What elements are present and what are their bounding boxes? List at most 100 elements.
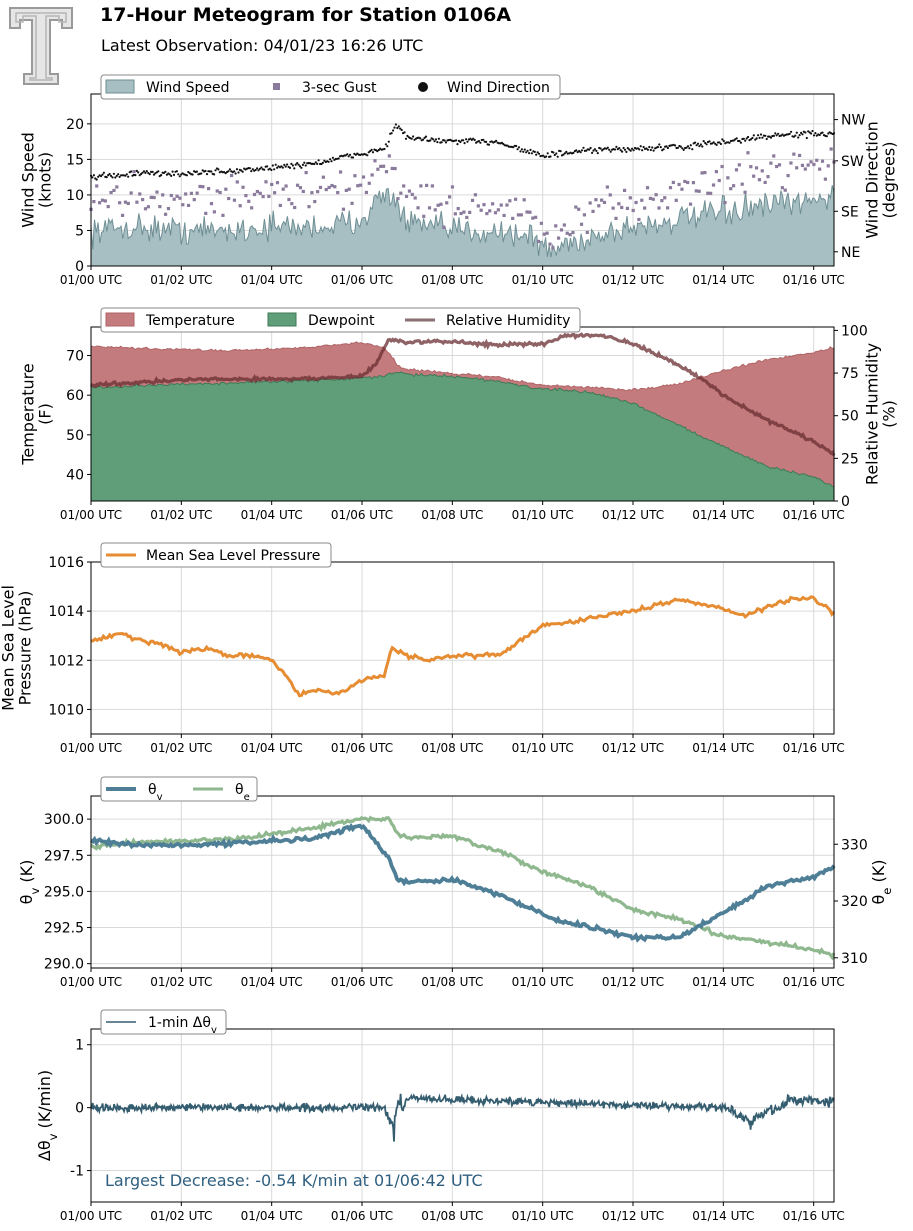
gust-point — [267, 194, 271, 198]
legend-swatch — [267, 312, 297, 327]
gust-point — [468, 210, 472, 214]
theta-e-axis-label: θe (K) — [869, 860, 894, 905]
direction-point — [588, 148, 591, 151]
direction-point — [214, 169, 217, 172]
gust-point — [330, 183, 334, 188]
y-tick-label: 297.5 — [44, 848, 84, 864]
gust-point — [313, 199, 317, 204]
direction-point — [525, 151, 528, 154]
legend-box — [100, 74, 561, 100]
gust-point — [241, 185, 245, 189]
gust-point — [290, 202, 294, 206]
gust-point — [341, 207, 346, 211]
direction-point — [145, 170, 148, 173]
y2-tick-label: 310 — [841, 951, 868, 967]
direction-point — [641, 149, 644, 152]
x-tick-label: 01/16 UTC — [783, 1209, 845, 1223]
direction-point — [559, 150, 562, 153]
direction-point — [329, 158, 332, 161]
direction-point — [351, 156, 355, 159]
direction-point — [606, 146, 609, 149]
gust-point — [729, 187, 733, 191]
gust-point — [780, 186, 784, 190]
gust-point — [146, 205, 150, 209]
gust-point — [491, 202, 495, 206]
direction-point — [403, 131, 406, 134]
direction-point — [191, 173, 194, 176]
direction-point — [821, 131, 824, 134]
gust-point — [436, 203, 440, 207]
gust-point — [103, 199, 107, 203]
direction-point — [118, 175, 121, 178]
y-tick-label: 70 — [66, 349, 84, 365]
gust-point — [691, 181, 696, 185]
gust-point — [803, 167, 807, 171]
direction-point — [688, 147, 691, 150]
direction-point — [291, 164, 294, 167]
direction-point — [459, 140, 462, 144]
gust-point — [666, 206, 670, 210]
gust-point — [307, 205, 311, 209]
gust-point — [663, 196, 667, 200]
x-tick-label: 01/06 UTC — [331, 975, 393, 989]
gust-point — [548, 242, 552, 246]
direction-point — [795, 131, 798, 134]
gust-point — [229, 173, 234, 178]
direction-point — [701, 145, 704, 148]
gust-point — [809, 160, 813, 164]
direction-point — [276, 166, 279, 169]
direction-point — [323, 159, 326, 162]
direction-point — [619, 149, 622, 152]
direction-point — [383, 147, 386, 151]
direction-point — [495, 139, 498, 142]
gust-point — [594, 198, 598, 202]
direction-point — [699, 143, 703, 146]
gust-point — [361, 175, 366, 179]
wind-direction-axis-label: Wind Direction — [863, 121, 882, 239]
gust-point — [95, 184, 99, 188]
gust-point — [531, 216, 535, 220]
x-tick-label: 01/12 UTC — [602, 1209, 664, 1223]
direction-point — [346, 153, 349, 156]
gust-point — [141, 198, 145, 202]
direction-point — [646, 148, 650, 151]
direction-point — [609, 150, 612, 153]
gust-point — [473, 193, 478, 197]
direction-point — [463, 142, 466, 145]
direction-point — [769, 136, 773, 139]
gust-point — [795, 166, 799, 170]
gust-point — [293, 205, 297, 210]
gust-point — [126, 201, 130, 206]
direction-point — [595, 149, 598, 152]
theta-chart: 01/00 UTC 01/02 UTC 01/04 UTC 01/06 UTC 01/0… — [17, 776, 894, 989]
gust-point — [706, 191, 710, 195]
gust-point — [528, 210, 532, 214]
direction-point — [354, 153, 357, 156]
gust-point — [668, 186, 673, 190]
direction-point — [344, 154, 347, 157]
direction-point — [102, 171, 105, 174]
gust-point — [212, 210, 216, 214]
direction-point — [286, 163, 289, 166]
gust-point — [453, 212, 457, 216]
gust-point — [258, 191, 262, 195]
direction-point — [738, 139, 741, 143]
gust-point — [450, 185, 455, 189]
direction-point — [317, 159, 320, 162]
direction-point — [386, 145, 389, 148]
direction-point — [593, 148, 597, 151]
direction-point — [679, 145, 682, 148]
gust-point — [766, 175, 770, 179]
direction-point — [658, 143, 661, 146]
gust-point — [118, 201, 122, 205]
gust-point — [278, 203, 282, 208]
gust-point — [425, 183, 429, 188]
y-tick-label: 10 — [66, 188, 84, 204]
gust-point — [717, 178, 721, 183]
gust-point — [525, 210, 529, 214]
direction-point — [455, 139, 458, 142]
y-tick-label: 1 — [75, 1038, 84, 1054]
gust-point — [723, 201, 727, 205]
wind-direction-axis-label: (degrees) — [880, 142, 899, 219]
gust-point — [502, 213, 506, 218]
